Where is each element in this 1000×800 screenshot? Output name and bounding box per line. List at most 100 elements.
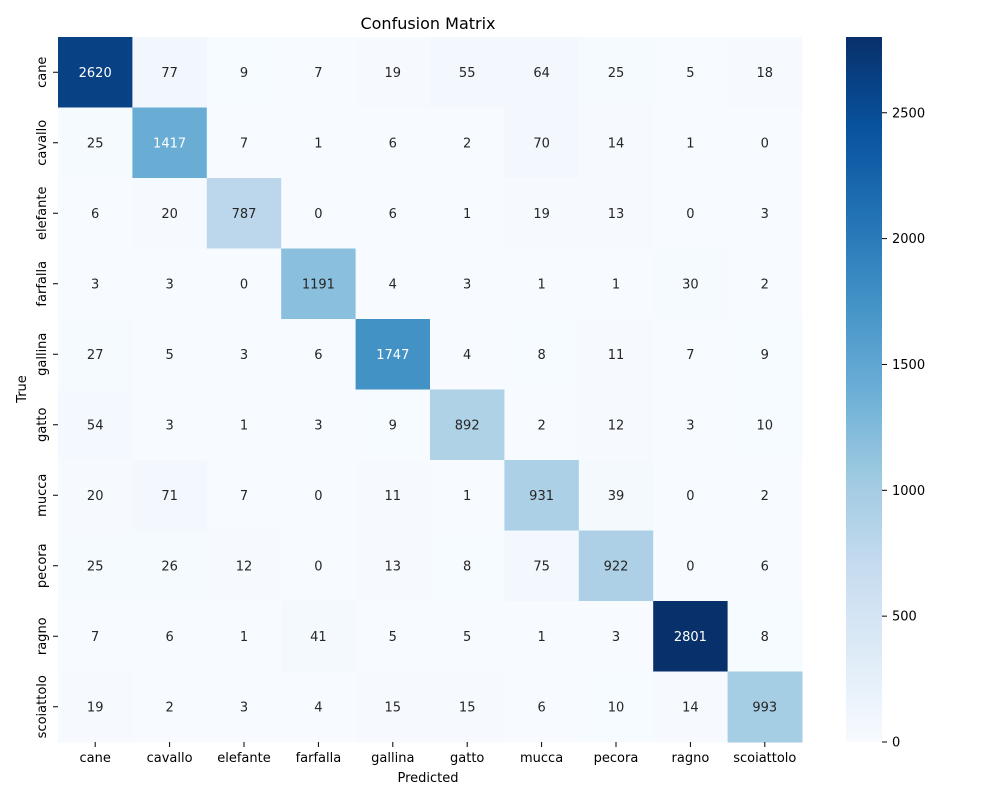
heatmap-cell [206,530,282,602]
cell-value-label: 0 [686,207,694,222]
cell-value-label: 4 [314,700,322,715]
cell-value-label: 7 [686,348,694,363]
cell-value-label: 2 [537,418,545,433]
heatmap-cell [578,671,654,743]
heatmap-cell [58,178,133,249]
heatmap-cell [653,389,729,461]
heatmap-cell [653,319,729,390]
cell-value-label: 2 [761,489,769,504]
heatmap-cell [578,248,654,320]
heatmap-cell [578,319,654,390]
heatmap-cell [132,107,208,179]
heatmap-cell [430,389,505,461]
heatmap-cell [430,319,505,390]
heatmap-cell [58,389,133,461]
cell-value-label: 0 [314,207,322,222]
cell-value-label: 64 [533,66,550,81]
y-tick-label: farfalla [35,261,50,307]
x-tick-label: cane [80,751,111,766]
cell-value-label: 2 [761,277,769,292]
heatmap-cell [504,178,580,249]
cell-value-label: 2801 [674,630,707,645]
x-tick-label: scoiattolo [733,751,796,766]
colorbar-tick-label: 2000 [892,232,925,247]
colorbar-tick-label: 1000 [892,484,925,499]
y-axis-label: True [15,375,30,404]
heatmap-cell [578,601,654,672]
cell-value-label: 13 [608,207,625,222]
cell-value-label: 1 [686,136,694,151]
heatmap-cell [206,601,282,672]
heatmap-cell [132,671,208,743]
heatmap-cell [430,37,505,108]
x-tick-label: elefante [217,751,271,766]
heatmap-cell [504,107,580,179]
heatmap-cell [58,37,133,108]
colorbar-gradient [846,37,882,742]
cell-value-label: 54 [87,418,104,433]
cell-value-label: 7 [91,630,99,645]
heatmap-cell [504,671,580,743]
heatmap-cell [578,389,654,461]
cell-value-label: 9 [761,348,769,363]
cell-value-label: 12 [608,418,625,433]
heatmap-cell [132,601,208,672]
cell-value-label: 3 [761,207,769,222]
heatmap-cell [504,601,580,672]
heatmap-cell [281,530,357,602]
cell-value-label: 9 [389,418,397,433]
x-tick-label: farfalla [296,751,342,766]
cell-value-label: 9 [240,66,248,81]
cell-value-label: 0 [314,559,322,574]
heatmap-cell [58,601,133,672]
heatmap-cell [206,671,282,743]
cell-value-label: 41 [310,630,327,645]
cell-value-label: 13 [385,559,402,574]
x-tick-label: gallina [371,751,414,766]
colorbar-tick-label: 2500 [892,106,925,121]
cell-value-label: 71 [161,489,178,504]
heatmap-cell [58,530,133,602]
heatmap-cell [355,601,431,672]
heatmap-cell [653,37,729,108]
heatmap-cell [504,460,580,531]
y-tick-label: pecora [35,543,50,588]
cell-value-label: 75 [533,559,550,574]
y-tick-label: gallina [35,333,50,376]
heatmap-cell [281,319,357,390]
cell-value-label: 25 [87,559,104,574]
heatmap-cell [578,37,654,108]
cell-value-label: 55 [459,66,476,81]
heatmap-cell [578,107,654,179]
cell-value-label: 0 [314,489,322,504]
cell-value-label: 5 [463,630,471,645]
heatmap-cell [727,319,803,390]
heatmap-cell [578,178,654,249]
cell-value-label: 892 [455,418,480,433]
heatmap-cell [504,37,580,108]
colorbar-tick-label: 0 [892,736,900,751]
heatmap-cell [132,178,208,249]
heatmap-cell [430,460,505,531]
heatmap-cell [653,107,729,179]
cell-value-label: 4 [389,277,397,292]
cell-value-label: 8 [761,630,769,645]
heatmap-cell [58,319,133,390]
heatmap-cell [430,178,505,249]
cell-value-label: 19 [87,700,104,715]
heatmap-cell [727,601,803,672]
cell-value-label: 1747 [376,348,409,363]
heatmap-cell [206,37,282,108]
cell-value-label: 0 [761,136,769,151]
cell-value-label: 0 [686,489,694,504]
colorbar-tick-label: 500 [892,610,917,625]
heatmap-cell [281,248,357,320]
heatmap-cell [281,601,357,672]
x-tick-label: gatto [450,751,484,766]
heatmap-cell [430,601,505,672]
heatmap-cell [653,248,729,320]
heatmap-cell [727,248,803,320]
heatmap-cell [58,460,133,531]
colorbar-tick-label: 1500 [892,358,925,373]
